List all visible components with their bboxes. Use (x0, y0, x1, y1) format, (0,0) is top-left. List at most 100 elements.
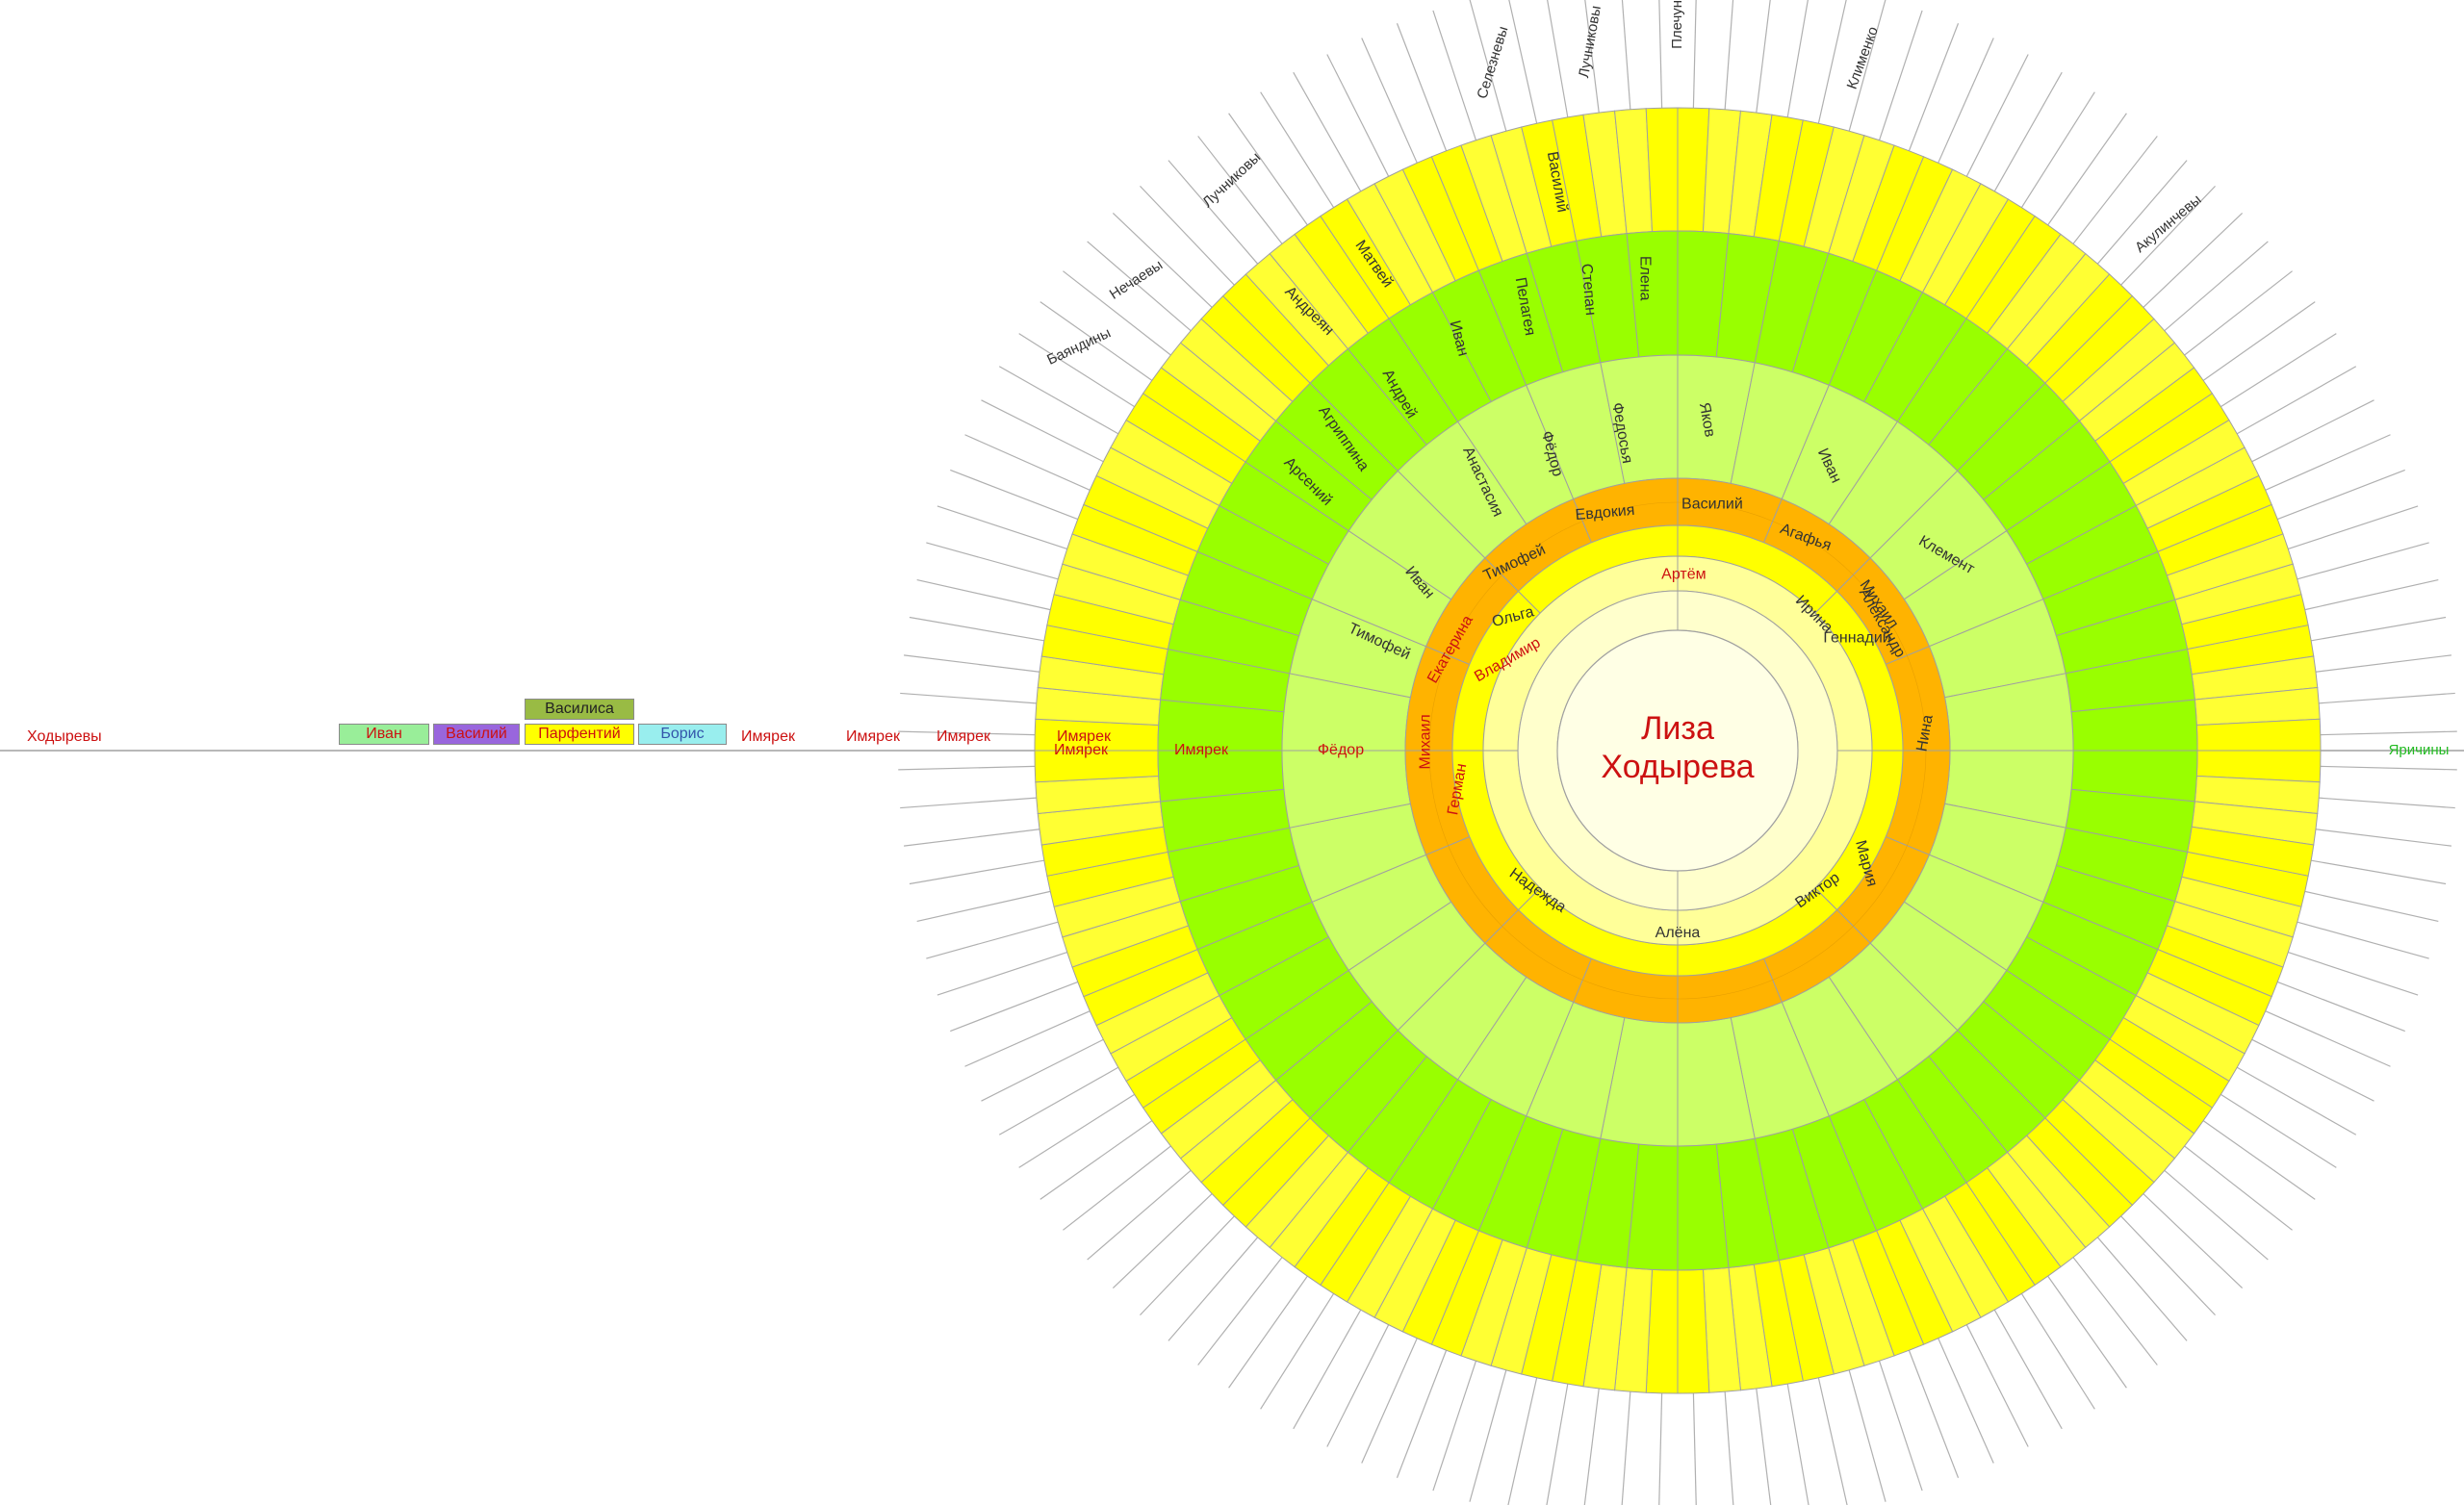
ancestor-line (2072, 1257, 2158, 1365)
center-person-last-name: Ходырева (1601, 749, 1755, 785)
ancestor-line (1658, 1392, 1663, 1505)
ancestor-line (1087, 1169, 1192, 1261)
ancestor-line (2315, 829, 2451, 847)
ancestor-line (1063, 270, 1171, 356)
person-name-label: Алёна (1656, 925, 1701, 941)
ancestor-line (2202, 301, 2316, 381)
ancestor-line (2020, 1293, 2095, 1410)
ancestor-line (2304, 890, 2439, 923)
ancestor-line (1621, 0, 1631, 110)
ancestor-line (1197, 1257, 1283, 1365)
box-vasilisa: Василиса (525, 699, 634, 720)
ancestor-line (2120, 1215, 2216, 1316)
ancestor-line (2143, 213, 2244, 308)
ancestor-line (1724, 1391, 1734, 1505)
box-boris: Борис (638, 724, 727, 745)
surname-khodyrevy-label: Ходыревы (27, 728, 102, 745)
ancestor-line (1908, 1350, 1960, 1478)
imyarek-label: Имярек (937, 728, 990, 745)
ring-segment (1677, 1268, 1710, 1394)
ancestor-line (1361, 1338, 1418, 1464)
box-vasiliy: Василий (433, 724, 520, 745)
person-name-label: Степан (1578, 263, 1599, 316)
ancestor-line (898, 765, 1036, 771)
ancestor-line (2236, 1066, 2357, 1135)
ancestor-line (2320, 765, 2457, 771)
ancestor-line (1817, 0, 1847, 124)
ancestor-line (1878, 1361, 1923, 1492)
ancestor-line (2311, 616, 2447, 642)
ancestor-line (1432, 10, 1477, 140)
ancestor-line (2164, 241, 2269, 332)
ancestor-line (964, 434, 1091, 491)
ancestor-line (1293, 1309, 1362, 1430)
ancestor-line (1040, 301, 1153, 381)
ancestor-line (904, 654, 1040, 673)
person-name-label: Яков (1696, 401, 1718, 439)
ancestor-line (1087, 241, 1192, 332)
ancestor-line (1965, 54, 2029, 177)
ancestor-line (950, 981, 1078, 1033)
person-name-label: Василий (1681, 497, 1743, 513)
ancestor-line (1396, 1350, 1448, 1478)
ancestor-line (1396, 23, 1448, 151)
ancestor-line (2304, 578, 2439, 611)
ancestor-line (2120, 185, 2216, 286)
ancestor-line (1878, 10, 1923, 140)
ring-segment (2195, 718, 2322, 752)
person-name-label: Нина (1913, 714, 1936, 753)
ancestor-line (2297, 921, 2429, 959)
ancestor-line (1993, 1309, 2063, 1430)
ancestor-line (1469, 1369, 1507, 1502)
ancestor-line (909, 859, 1044, 885)
person-name-label: Артём (1661, 566, 1706, 582)
ancestor-line (1938, 1338, 1994, 1464)
ancestor-line (1692, 0, 1697, 109)
ancestor-line (1018, 333, 1135, 408)
ancestor-line (937, 505, 1067, 550)
ancestor-line (909, 616, 1044, 642)
ancestor-line (904, 829, 1040, 847)
ancestor-line (1228, 1275, 1308, 1389)
ancestor-line (998, 366, 1119, 435)
ancestor-line (1786, 1384, 1810, 1505)
surname-label: Клименко (1844, 24, 1882, 91)
ancestor-line (1965, 1324, 2029, 1447)
ancestor-line (937, 951, 1067, 996)
person-name-label: Фёдор (1318, 742, 1364, 758)
ancestor-line (2096, 1237, 2188, 1341)
ancestor-line (926, 542, 1059, 580)
person-name-label: Геннадий (1823, 630, 1890, 647)
ancestor-line (2319, 692, 2455, 704)
ancestor-line (981, 399, 1104, 463)
ancestor-line (2184, 270, 2293, 356)
ancestor-line (2288, 951, 2419, 996)
ancestor-line (2288, 505, 2419, 550)
ancestor-line (2202, 1120, 2316, 1200)
ancestor-line (1112, 1193, 1213, 1288)
ancestor-line (1756, 0, 1771, 114)
ancestor-line (2047, 1275, 2127, 1389)
ancestor-line (1621, 1391, 1631, 1505)
box-ivan: Иван (339, 724, 429, 745)
person-name-label: Имярек (1174, 742, 1229, 758)
ancestor-line (916, 578, 1051, 611)
ancestor-line (1063, 1145, 1171, 1231)
surname-label: Яричины (2389, 742, 2450, 758)
ring-edge (1428, 501, 1927, 1000)
ancestor-line (1197, 136, 1283, 244)
ancestor-line (2220, 333, 2337, 408)
ancestor-line (1692, 1392, 1697, 1505)
ancestor-line (1326, 54, 1390, 177)
ancestor-line (2265, 1010, 2391, 1067)
ancestor-line (981, 1038, 1104, 1102)
ancestor-line (2096, 160, 2188, 265)
ancestor-line (1817, 1377, 1848, 1505)
person-name-label: Евдокия (1575, 502, 1635, 523)
ancestor-line (2072, 136, 2158, 244)
ring-segment (1645, 107, 1679, 233)
surname-label: Лучниковы (1576, 5, 1604, 80)
ancestor-line (2184, 1145, 2293, 1231)
imyarek-label: Имярек (741, 728, 795, 745)
